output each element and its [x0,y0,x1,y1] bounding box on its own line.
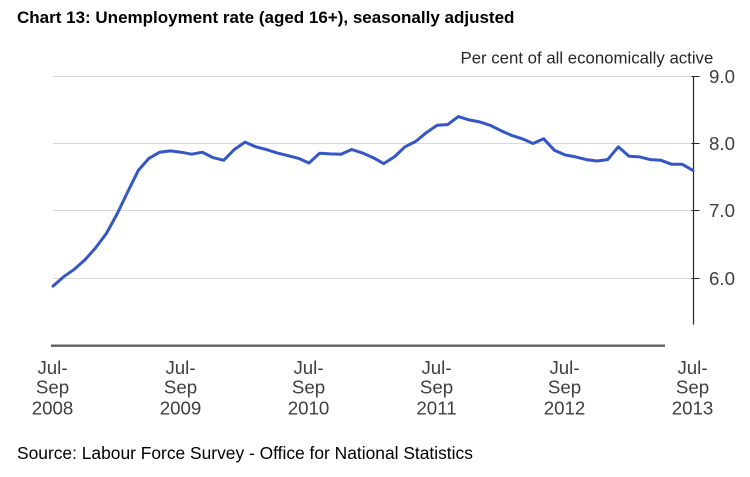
svg-text:Sep: Sep [36,376,69,397]
svg-text:Per cent of all economically a: Per cent of all economically active [461,49,714,68]
svg-text:Jul-: Jul- [293,357,323,378]
svg-text:2009: 2009 [160,397,202,418]
svg-text:2012: 2012 [544,397,586,418]
svg-text:6.0: 6.0 [709,268,735,289]
svg-text:7.0: 7.0 [709,200,735,221]
svg-text:Sep: Sep [548,376,581,397]
svg-text:Jul-: Jul- [165,357,195,378]
svg-text:2010: 2010 [288,397,330,418]
svg-text:Jul-: Jul- [37,357,67,378]
svg-text:2008: 2008 [32,397,74,418]
svg-text:Source: Labour Force Survey -: Source: Labour Force Survey - Office for… [17,443,473,463]
svg-text:8.0: 8.0 [709,133,735,154]
svg-text:Sep: Sep [420,376,453,397]
svg-text:9.0: 9.0 [709,66,735,87]
svg-text:Sep: Sep [292,376,325,397]
svg-text:Jul-: Jul- [677,357,707,378]
svg-text:Jul-: Jul- [421,357,451,378]
svg-text:Chart 13: Unemployment rate (a: Chart 13: Unemployment rate (aged 16+), … [17,8,514,27]
svg-text:Sep: Sep [676,376,709,397]
svg-text:Jul-: Jul- [549,357,579,378]
svg-text:Sep: Sep [164,376,197,397]
svg-text:2013: 2013 [672,397,714,418]
svg-text:2011: 2011 [416,397,456,418]
